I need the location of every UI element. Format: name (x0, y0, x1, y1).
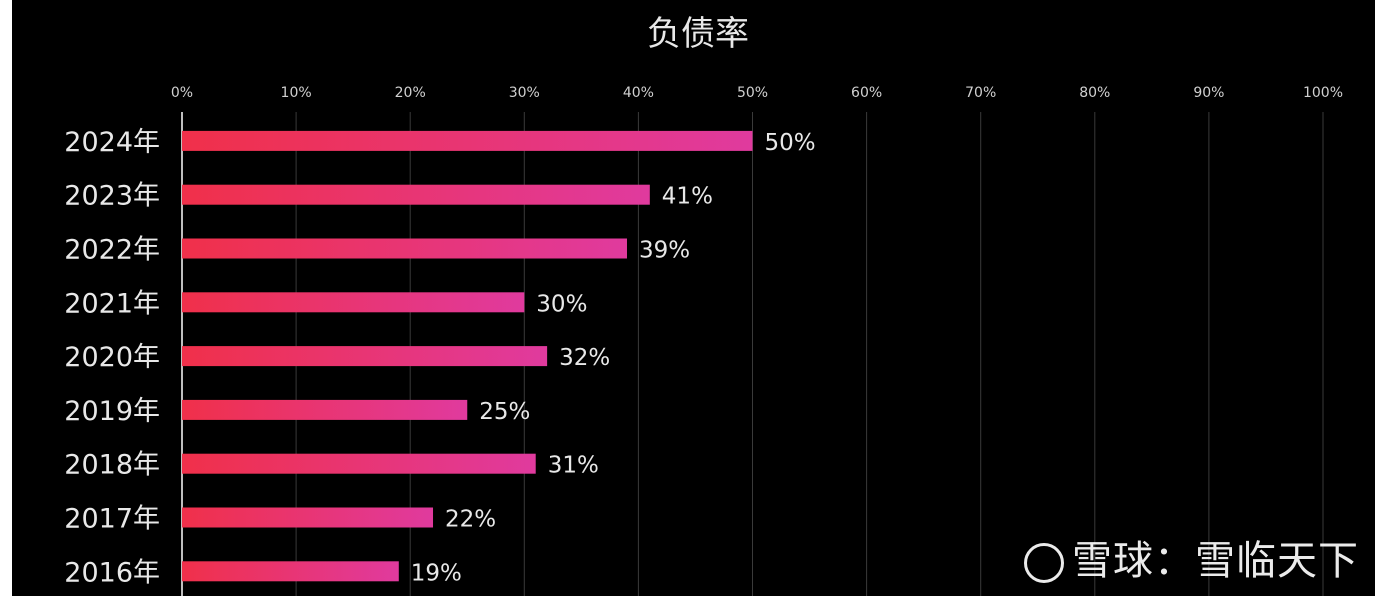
x-tick-label: 20% (395, 85, 426, 101)
category-label: 2023年 (64, 181, 160, 212)
bar (182, 507, 434, 528)
bar (182, 399, 468, 420)
xueqiu-logo-icon (1024, 543, 1064, 583)
bar (182, 292, 525, 313)
x-tick-label: 40% (623, 85, 654, 101)
category-label: 2021年 (64, 288, 160, 319)
x-tick-label: 30% (509, 85, 540, 101)
bar (182, 453, 536, 474)
data-label: 30% (536, 291, 587, 317)
data-label: 41% (662, 184, 713, 210)
bar-chart: 负债率 0% 10% 20% 30% 40% 50% 60% 70% 80% 90% 100% 20… (64, 14, 1343, 596)
x-tick-label: 70% (965, 85, 996, 101)
x-tick-label: 10% (281, 85, 312, 101)
x-tick-label: 80% (1079, 85, 1110, 101)
data-label: 39% (639, 238, 690, 264)
chart-title: 负债率 (647, 14, 749, 54)
category-label: 2018年 (64, 450, 160, 481)
category-label: 2019年 (64, 396, 160, 427)
data-label: 31% (548, 453, 599, 479)
bar (182, 130, 753, 151)
chart-frame: 负债率 0% 10% 20% 30% 40% 50% 60% 70% 80% 90% 100% 20… (12, 0, 1375, 596)
category-label: 2020年 (64, 342, 160, 373)
x-tick-label: 100% (1303, 85, 1343, 101)
bar (182, 238, 627, 259)
x-tick-label: 90% (1193, 85, 1224, 101)
category-label: 2024年 (64, 127, 160, 158)
x-tick-label: 50% (737, 85, 768, 101)
category-label: 2016年 (64, 557, 160, 588)
data-label: 19% (411, 560, 462, 586)
data-label: 22% (445, 507, 496, 533)
watermark-text: 雪球：雪临天下 (1072, 538, 1359, 584)
bar (182, 561, 399, 582)
bar (182, 184, 650, 205)
category-label: 2017年 (64, 504, 160, 535)
x-tick-label: 60% (851, 85, 882, 101)
data-label: 50% (765, 130, 816, 156)
x-tick-label: 0% (171, 85, 193, 101)
bar (182, 346, 548, 367)
data-label: 25% (479, 399, 530, 425)
category-label: 2022年 (64, 235, 160, 266)
watermark: 雪球：雪临天下 (1024, 528, 1359, 586)
data-label: 32% (559, 345, 610, 371)
